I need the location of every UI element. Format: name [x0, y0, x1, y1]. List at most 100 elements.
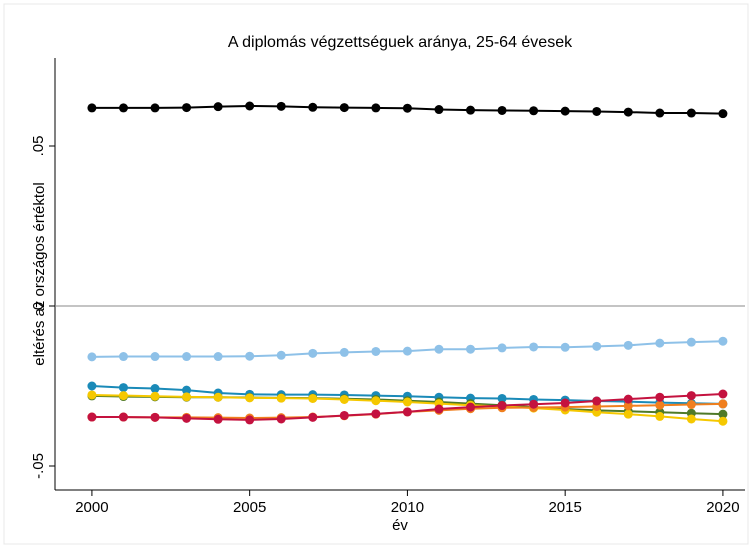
- series-point: [213, 352, 223, 362]
- series-point: [466, 344, 476, 354]
- y-axis-label: eltérés az országos értéktol: [31, 182, 48, 365]
- outer-frame: [3, 3, 749, 545]
- series-point: [276, 393, 286, 403]
- series-point: [402, 407, 412, 417]
- series-point: [245, 393, 255, 403]
- series-point: [529, 399, 539, 409]
- series-point: [497, 105, 507, 115]
- series-point: [434, 404, 444, 414]
- y-tick-label: .05: [30, 136, 47, 157]
- series-point: [497, 401, 507, 411]
- series-point: [402, 397, 412, 407]
- series-point: [686, 108, 696, 118]
- x-tick-label: 2015: [548, 499, 581, 516]
- series-point: [87, 390, 97, 400]
- series-point: [623, 107, 633, 117]
- series-point: [655, 338, 665, 348]
- y-tick-label: -.05: [30, 453, 47, 479]
- series-point: [182, 413, 192, 423]
- series-point: [87, 381, 97, 391]
- series-point: [213, 102, 223, 112]
- series-point: [718, 399, 728, 409]
- series-point: [118, 383, 128, 393]
- y-tick-label: 0: [30, 302, 47, 310]
- series-point: [497, 393, 507, 403]
- series-point: [623, 394, 633, 404]
- series-point: [434, 105, 444, 115]
- series-point: [182, 103, 192, 113]
- series-point: [182, 392, 192, 402]
- series-point: [686, 414, 696, 424]
- series-point: [560, 342, 570, 352]
- series-point: [245, 101, 255, 111]
- series-point: [371, 396, 381, 406]
- series-point: [686, 391, 696, 401]
- x-tick-label: 2005: [233, 499, 266, 516]
- series-point: [592, 396, 602, 406]
- series-point: [592, 341, 602, 351]
- x-tick-label: 2020: [706, 499, 739, 516]
- series-point: [655, 392, 665, 402]
- series-point: [718, 416, 728, 426]
- series-point: [560, 106, 570, 116]
- series-point: [466, 105, 476, 115]
- series-point: [655, 411, 665, 421]
- series-point: [718, 389, 728, 399]
- series-point: [87, 103, 97, 113]
- series-point: [245, 415, 255, 425]
- series-point: [150, 391, 160, 401]
- series-point: [402, 346, 412, 356]
- series-point: [118, 103, 128, 113]
- series-point: [182, 352, 192, 362]
- series-point: [87, 352, 97, 362]
- series-point: [718, 409, 728, 419]
- series-point: [655, 108, 665, 118]
- x-tick-label: 2010: [391, 499, 424, 516]
- x-axis-label: év: [392, 517, 408, 534]
- series-point: [718, 336, 728, 346]
- series-point: [529, 106, 539, 116]
- series-point: [150, 384, 160, 394]
- series-point: [118, 352, 128, 362]
- series-point: [213, 392, 223, 402]
- series-point: [339, 103, 349, 113]
- series-point: [592, 106, 602, 116]
- series-point: [213, 414, 223, 424]
- series-point: [118, 412, 128, 422]
- series-point: [371, 346, 381, 356]
- series-point: [339, 347, 349, 357]
- series-point: [150, 103, 160, 113]
- series-point: [623, 401, 633, 411]
- series-point: [245, 351, 255, 361]
- series-point: [718, 109, 728, 119]
- series-point: [686, 400, 696, 410]
- series-point: [655, 400, 665, 410]
- series-point: [497, 343, 507, 353]
- series-point: [308, 102, 318, 112]
- series-point: [560, 398, 570, 408]
- series-point: [466, 402, 476, 412]
- series-point: [150, 352, 160, 362]
- series-point: [623, 340, 633, 350]
- series-point: [118, 391, 128, 401]
- series-point: [308, 348, 318, 358]
- series-point: [529, 342, 539, 352]
- chart-title: A diplomás végzettséguek aránya, 25-64 é…: [228, 34, 573, 51]
- x-tick-label: 2000: [75, 499, 108, 516]
- series-point: [686, 337, 696, 347]
- series-point: [276, 414, 286, 424]
- series-point: [402, 103, 412, 113]
- series-point: [276, 101, 286, 111]
- series-point: [276, 350, 286, 360]
- series-point: [623, 409, 633, 419]
- series-point: [371, 103, 381, 113]
- series-point: [150, 412, 160, 422]
- series-point: [339, 394, 349, 404]
- series-point: [308, 393, 318, 403]
- series-point: [87, 412, 97, 422]
- series-point: [339, 410, 349, 420]
- series-point: [182, 385, 192, 395]
- series-point: [308, 412, 318, 422]
- series-point: [371, 409, 381, 419]
